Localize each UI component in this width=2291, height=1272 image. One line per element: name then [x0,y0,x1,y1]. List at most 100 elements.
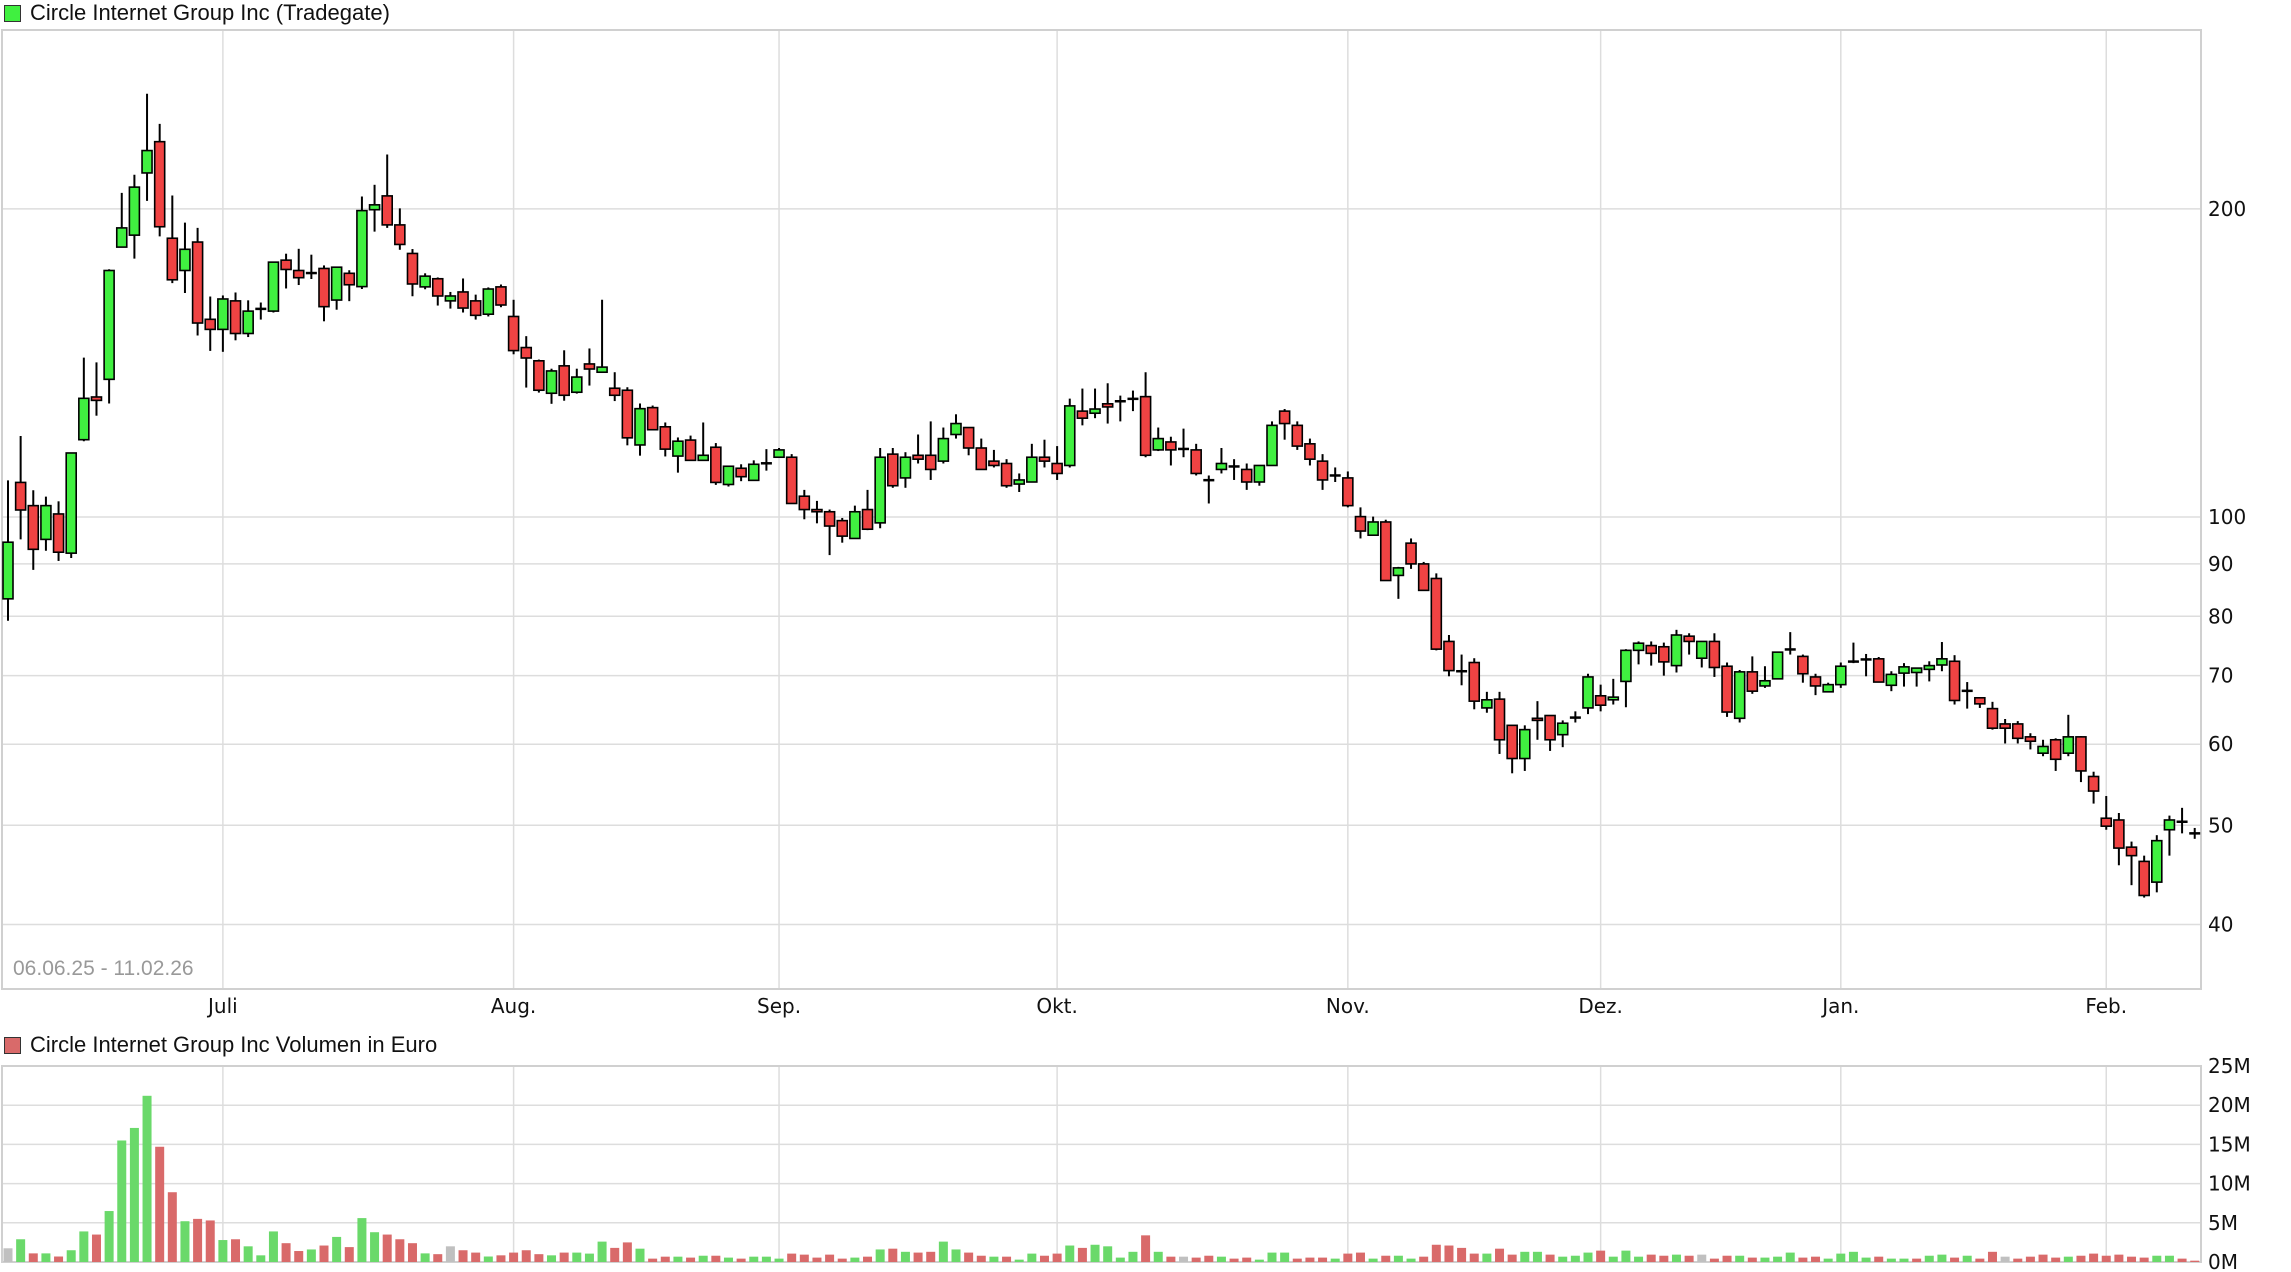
candle [950,414,962,439]
volume-bar [1495,1248,1505,1262]
volume-plot-frame [1,1065,2202,1263]
candle [457,278,469,313]
volume-bar [1671,1254,1681,1262]
volume-bar [863,1256,873,1262]
volume-bar [1229,1258,1239,1262]
candle-body [406,252,419,285]
candle-body [1582,676,1594,709]
candle [672,437,684,473]
candle [1026,443,1038,483]
candle [608,372,621,402]
candle-body [2037,745,2049,754]
date-range-label: 06.06.25 - 11.02.26 [13,957,194,980]
candle [495,284,507,308]
candle [1923,661,1936,682]
candle [318,265,330,322]
candle [2062,714,2075,757]
candle-body [646,406,659,431]
volume-bar [1368,1258,1378,1262]
volume-bar [1962,1255,1972,1262]
candle-body [90,396,103,402]
candle-body [811,508,823,513]
candle-body [1759,679,1771,687]
candle-body [2100,817,2113,827]
volume-bar [1482,1253,1492,1262]
candle-body [419,275,431,288]
candle-body [78,397,90,441]
candle [811,500,823,524]
price-legend-swatch [4,4,21,22]
candle [90,362,103,416]
candle-body [2011,723,2024,740]
price-axis-label: 60 [2208,732,2233,756]
candle [1695,640,1708,668]
volume-bar [1886,1258,1896,1262]
candle [255,302,267,320]
price-axis-label: 80 [2208,604,2233,628]
candle [1329,467,1341,483]
candle-body [1670,634,1683,667]
volume-bar [1393,1255,1403,1262]
volume-bar [787,1253,797,1262]
volume-bar [622,1242,632,1262]
candle [596,299,608,374]
candle [912,434,924,464]
volume-bar [1848,1251,1858,1262]
candle [1797,654,1809,683]
candle-body [166,237,179,281]
x-axis-month-label: Jan. [1820,994,1859,1018]
volume-bar [357,1218,367,1262]
volume-bar [180,1221,190,1262]
volume-bar [483,1256,493,1262]
candle-body [1556,722,1569,736]
volume-bar [509,1252,519,1262]
candle [1316,454,1329,490]
price-axis-label: 40 [2208,913,2233,937]
volume-bar [1141,1235,1151,1262]
volume-bar [913,1252,923,1262]
candle-body [710,446,722,484]
price-chart-title: Circle Internet Group Inc (Tradegate) [30,0,390,25]
candle [1620,649,1632,708]
candle-body [2151,839,2163,883]
candle-body [1291,424,1304,447]
candle [1519,725,1531,771]
price-axis-label: 70 [2208,664,2233,688]
candle-body [1266,424,1278,467]
candle [1392,566,1405,599]
volume-bar [458,1250,468,1262]
volume-chart-title: Circle Internet Group Inc Volumen in Eur… [30,1032,438,1057]
candle-body [937,437,950,462]
candle [1240,463,1253,490]
volume-bar [420,1253,430,1262]
candle [1658,642,1670,676]
candle-body [583,363,596,370]
candle-body [773,449,785,459]
volume-bar [1747,1257,1757,1262]
volume-bar [635,1248,645,1262]
candle [722,465,735,487]
volume-bar [28,1253,38,1262]
volume-bar [1950,1257,1960,1262]
candle [1986,701,1999,730]
candle-body [1139,395,1152,457]
candle [381,154,394,228]
candle-body [1645,644,1657,655]
candle-body [1695,640,1708,660]
candle-body [1746,671,1759,692]
volume-bar [723,1257,733,1262]
candle [1948,655,1961,705]
volume-bar [2177,1258,2187,1262]
candle-body [861,508,874,531]
candle [1481,691,1493,713]
candle [141,93,153,201]
volume-bar [799,1254,809,1262]
candle-body [1948,660,1961,702]
volume-bar [774,1258,784,1262]
volume-bar [673,1256,683,1262]
volume-bar [875,1249,885,1262]
volume-bar [1596,1250,1606,1262]
candle-body [2062,736,2075,754]
candle-body [684,439,697,462]
candle-body [318,267,330,308]
